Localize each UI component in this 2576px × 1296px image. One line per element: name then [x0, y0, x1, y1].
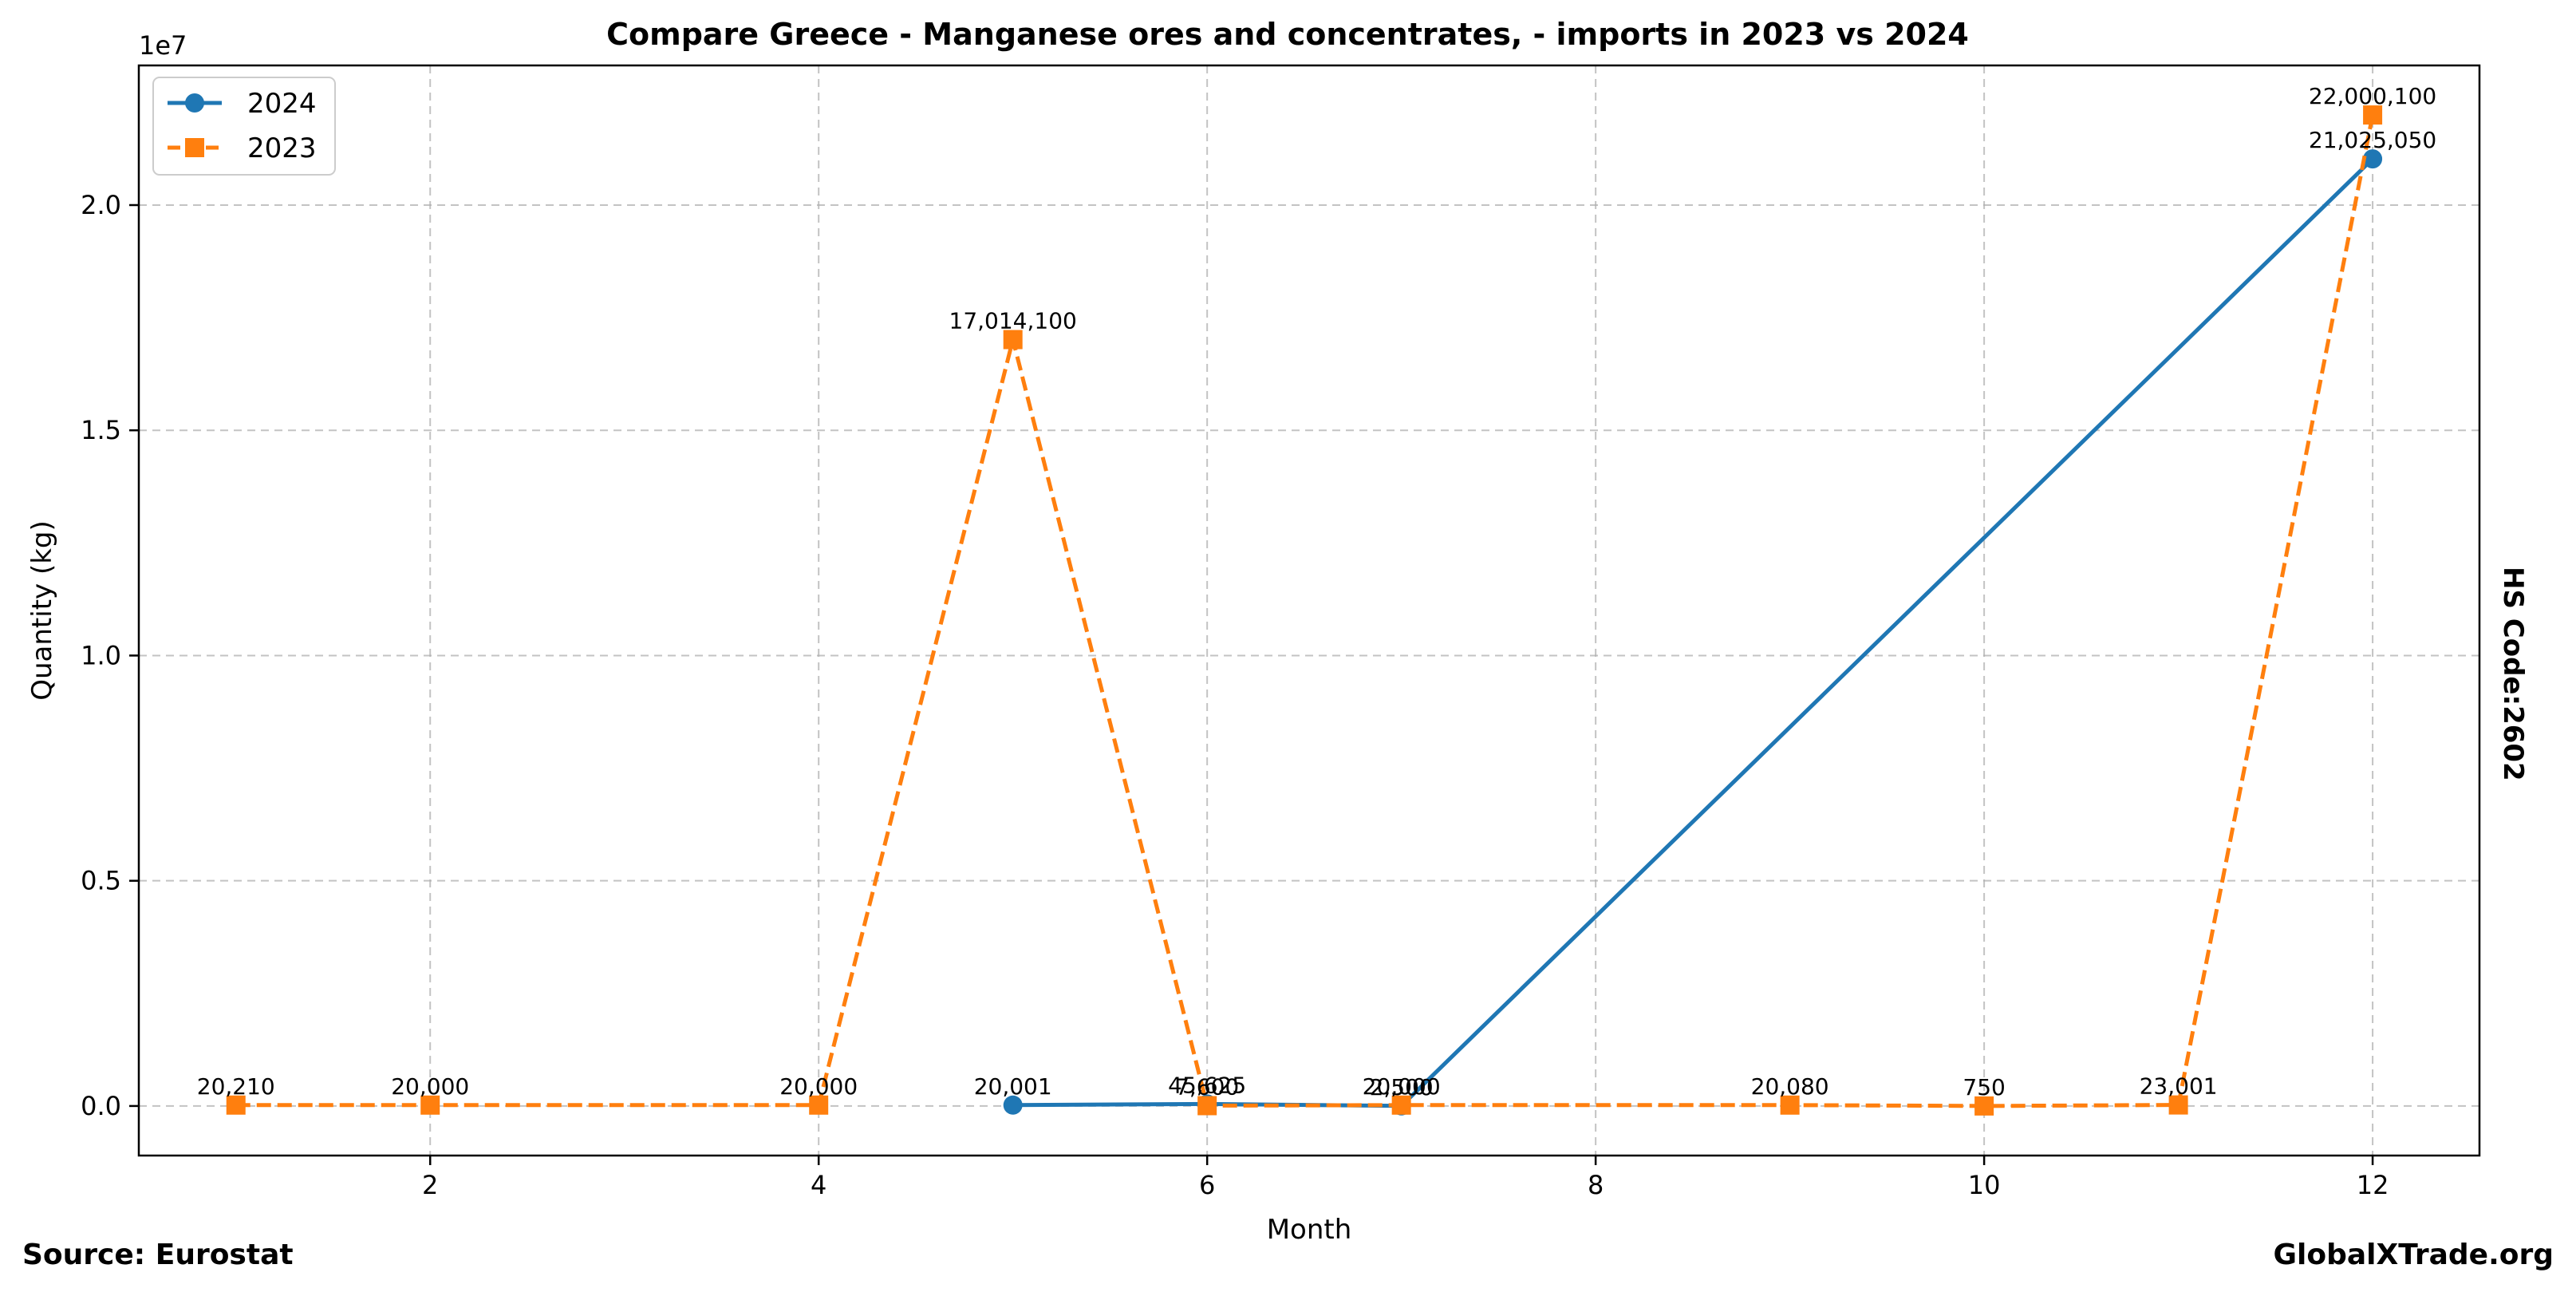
plot-frame	[137, 64, 2481, 1157]
x-tick-label: 8	[1588, 1170, 1604, 1200]
data-point-2023	[2363, 105, 2383, 125]
data-point-2023	[809, 1095, 829, 1115]
legend-marker-2024	[185, 93, 204, 113]
data-labels: 20,001 45,625 2,500 21,025,050 20,210 20,000 2…	[197, 83, 2436, 1100]
data-point-2023	[1974, 1096, 1994, 1116]
y-axis-multiplier: 1e7	[139, 30, 187, 61]
data-label-2023: 20,000	[779, 1073, 858, 1100]
series-line-2023	[235, 114, 2375, 1108]
data-point-2023	[1780, 1095, 1800, 1115]
data-point-2023	[1391, 1095, 1411, 1115]
source-note: Source: Eurostat	[22, 1239, 294, 1271]
data-label-2023: 20,000	[1363, 1073, 1441, 1100]
y-tick-label: 0.5	[81, 866, 121, 896]
legend: 2024 2023	[152, 77, 336, 176]
y-axis-label: Quantity (kg)	[26, 520, 58, 701]
site-name: GlobalXTrade.org	[2273, 1239, 2554, 1271]
data-label-2023: 20,000	[391, 1073, 469, 1100]
data-label-2023: 750	[1963, 1074, 2005, 1100]
x-axis-label: Month	[1267, 1214, 1352, 1246]
data-label-2023: 20,080	[1751, 1073, 1829, 1100]
series-line-2024	[1012, 157, 2374, 1108]
y-tick-label: 2.0	[81, 190, 121, 220]
data-label-2024: 45,625	[1168, 1072, 1246, 1098]
axes: 2 4 6 8 10 12 0.0 0.5 1.0 1.5 2.0	[81, 64, 2481, 1200]
y-tick-label: 1.5	[81, 415, 121, 445]
grid-lines	[139, 65, 2479, 1156]
data-point-2023	[1003, 330, 1023, 350]
data-label-2024: 20,001	[974, 1073, 1052, 1100]
data-label-2023: 20,210	[197, 1073, 275, 1100]
series-layer	[226, 105, 2383, 1116]
chart-title: Compare Greece - Manganese ores and conc…	[606, 17, 1969, 52]
data-point-2024	[1003, 1095, 1023, 1115]
x-tick-label: 2	[422, 1170, 438, 1200]
data-label-2023: 22,000,100	[2309, 83, 2436, 109]
y-tick-label: 0.0	[81, 1091, 121, 1121]
data-point-2023	[420, 1095, 440, 1115]
data-point-2023	[226, 1095, 246, 1115]
x-tick-label: 6	[1199, 1170, 1215, 1200]
x-tick-label: 10	[1968, 1170, 2001, 1200]
x-tick-label: 4	[811, 1170, 826, 1200]
legend-label-2024: 2024	[247, 88, 317, 120]
y-tick-label: 1.0	[81, 640, 121, 670]
data-point-2023	[2168, 1095, 2188, 1115]
data-point-2024	[2363, 149, 2383, 169]
data-label-2023: 7,600	[1175, 1073, 1239, 1100]
data-point-2023	[1197, 1096, 1217, 1116]
data-label-2023: 23,001	[2140, 1073, 2218, 1100]
data-label-2024: 21,025,050	[2309, 127, 2436, 153]
data-label-2024: 2,500	[1370, 1074, 1434, 1100]
legend-label-2023: 2023	[247, 132, 317, 164]
legend-marker-2023	[185, 138, 204, 157]
hs-code-label: HS Code:2602	[2497, 567, 2529, 781]
x-tick-label: 12	[2357, 1170, 2389, 1200]
data-label-2023: 17,014,100	[949, 308, 1077, 334]
